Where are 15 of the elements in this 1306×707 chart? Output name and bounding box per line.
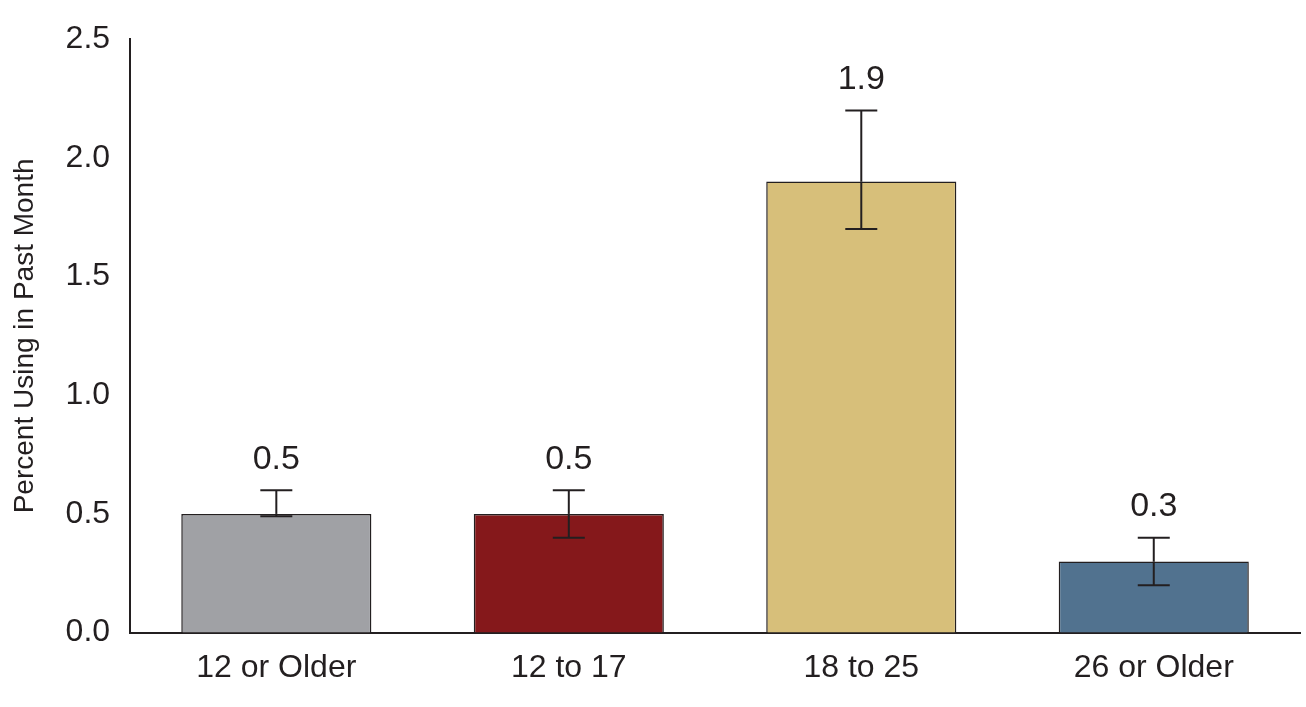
y-tick-label: 1.5: [65, 256, 111, 293]
y-tick-label: 0.0: [65, 612, 111, 649]
data-label: 0.5: [252, 437, 300, 476]
data-label: 0.3: [1130, 485, 1178, 524]
y-tick-label: 2.0: [65, 137, 111, 174]
data-label: 1.9: [837, 57, 885, 96]
y-tick-label: 1.0: [65, 375, 111, 412]
y-tick-label: 0.5: [65, 493, 111, 530]
data-label: 0.5: [545, 437, 593, 476]
x-tick-label: 18 to 25: [803, 647, 920, 684]
x-tick-label: 12 or Older: [196, 647, 357, 684]
x-tick-label: 12 to 17: [510, 647, 627, 684]
y-axis-title: Percent Using in Past Month: [7, 158, 39, 514]
x-tick-label: 26 or Older: [1073, 647, 1235, 684]
y-tick-label: 2.5: [65, 19, 111, 56]
